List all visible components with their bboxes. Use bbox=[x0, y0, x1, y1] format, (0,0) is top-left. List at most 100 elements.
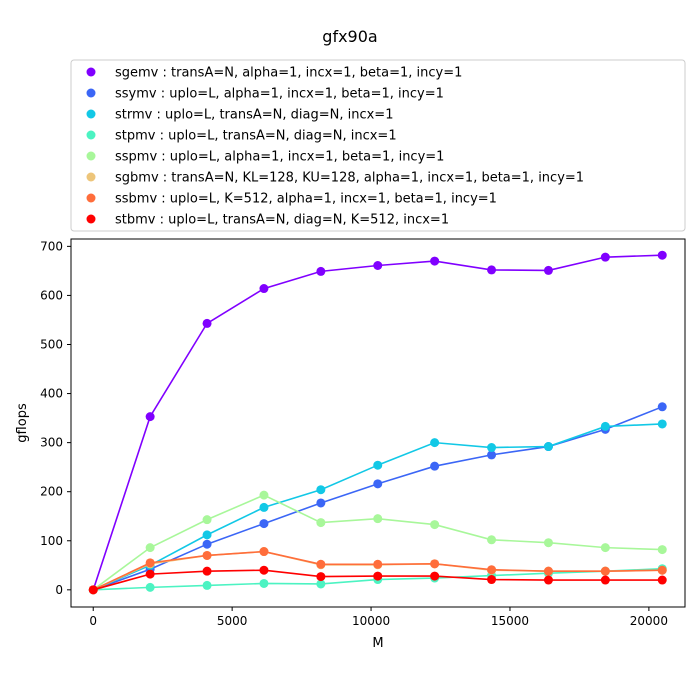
data-point bbox=[657, 575, 667, 585]
x-tick-label: 20000 bbox=[630, 614, 668, 628]
data-point bbox=[543, 538, 553, 548]
data-point bbox=[373, 460, 383, 470]
data-point bbox=[373, 571, 383, 581]
legend-item: stpmv : uplo=L, transA=N, diag=N, incx=1 bbox=[86, 129, 397, 144]
data-point bbox=[316, 266, 326, 276]
data-point bbox=[259, 490, 269, 500]
data-point bbox=[543, 575, 553, 585]
y-tick-label: 400 bbox=[40, 387, 63, 401]
data-point bbox=[657, 250, 667, 260]
x-tick-label: 5000 bbox=[217, 614, 248, 628]
y-tick-label: 100 bbox=[40, 534, 63, 548]
data-point bbox=[316, 498, 326, 508]
data-point bbox=[145, 558, 155, 568]
y-tick-label: 0 bbox=[55, 583, 63, 597]
legend-item: sgbmv : transA=N, KL=128, KU=128, alpha=… bbox=[86, 171, 584, 186]
legend-label: sgbmv : transA=N, KL=128, KU=128, alpha=… bbox=[115, 171, 584, 186]
legend-marker bbox=[86, 109, 96, 119]
legend-item: strmv : uplo=L, transA=N, diag=N, incx=1 bbox=[86, 108, 393, 123]
data-point bbox=[202, 550, 212, 560]
legend-label: stpmv : uplo=L, transA=N, diag=N, incx=1 bbox=[115, 129, 397, 144]
legend-label: strmv : uplo=L, transA=N, diag=N, incx=1 bbox=[115, 108, 393, 123]
series-2 bbox=[88, 419, 667, 595]
legend-marker bbox=[86, 130, 96, 140]
chart-title: gfx90a bbox=[322, 27, 377, 46]
data-point bbox=[316, 572, 326, 582]
data-point bbox=[430, 520, 440, 530]
plot-area: 0 5000 10000 15000 20000 0 100 200 300 400 500 600… bbox=[40, 238, 686, 628]
data-point bbox=[202, 566, 212, 576]
data-point bbox=[600, 566, 610, 576]
y-tick-label: 700 bbox=[40, 239, 63, 253]
data-point bbox=[600, 543, 610, 553]
legend-marker bbox=[86, 193, 96, 203]
data-point bbox=[657, 419, 667, 429]
y-tick-label: 200 bbox=[40, 485, 63, 499]
data-point bbox=[259, 519, 269, 529]
legend-frame bbox=[70, 59, 686, 232]
legend-label: ssymv : uplo=L, alpha=1, incx=1, beta=1,… bbox=[115, 87, 444, 102]
data-point bbox=[259, 502, 269, 512]
data-point bbox=[487, 450, 497, 460]
data-point bbox=[430, 438, 440, 448]
data-point bbox=[145, 412, 155, 422]
series-0 bbox=[88, 250, 667, 595]
series-layer bbox=[88, 250, 667, 595]
data-point bbox=[202, 318, 212, 328]
data-point bbox=[657, 565, 667, 575]
data-point bbox=[430, 461, 440, 471]
data-point bbox=[373, 479, 383, 489]
legend-label: sspmv : uplo=L, alpha=1, incx=1, beta=1,… bbox=[115, 150, 444, 165]
legend-marker bbox=[86, 67, 96, 77]
data-point bbox=[88, 585, 98, 595]
data-point bbox=[316, 485, 326, 495]
data-point bbox=[600, 575, 610, 585]
data-point bbox=[373, 559, 383, 569]
legend-item: ssymv : uplo=L, alpha=1, incx=1, beta=1,… bbox=[86, 87, 444, 102]
data-point bbox=[543, 265, 553, 275]
data-point bbox=[316, 579, 326, 589]
y-axis: 0 100 200 300 400 500 600 700 bbox=[40, 239, 71, 597]
legend-item: sspmv : uplo=L, alpha=1, incx=1, beta=1,… bbox=[86, 150, 444, 165]
x-axis: 0 5000 10000 15000 20000 bbox=[89, 607, 668, 628]
data-point bbox=[600, 252, 610, 262]
y-axis-label: gflops bbox=[15, 403, 30, 443]
series-7 bbox=[88, 565, 667, 595]
data-point bbox=[202, 530, 212, 540]
legend-item: sgemv : transA=N, alpha=1, incx=1, beta=… bbox=[86, 66, 462, 81]
data-point bbox=[145, 543, 155, 553]
legend-label: sgemv : transA=N, alpha=1, incx=1, beta=… bbox=[115, 66, 462, 81]
data-point bbox=[487, 535, 497, 545]
legend-marker bbox=[86, 151, 96, 161]
data-point bbox=[657, 545, 667, 555]
data-point bbox=[202, 515, 212, 525]
legend-label: stbmv : uplo=L, transA=N, diag=N, K=512,… bbox=[115, 213, 449, 228]
x-axis-label: M bbox=[372, 636, 383, 651]
data-point bbox=[259, 284, 269, 294]
legend-marker bbox=[86, 88, 96, 98]
data-point bbox=[543, 566, 553, 576]
data-point bbox=[145, 582, 155, 592]
data-point bbox=[430, 256, 440, 266]
legend-item: ssbmv : uplo=L, K=512, alpha=1, incx=1, … bbox=[86, 192, 497, 207]
x-tick-label: 15000 bbox=[491, 614, 529, 628]
data-point bbox=[259, 565, 269, 575]
data-point bbox=[487, 565, 497, 575]
legend: sgemv : transA=N, alpha=1, incx=1, beta=… bbox=[70, 59, 686, 232]
data-point bbox=[487, 575, 497, 585]
data-point bbox=[316, 559, 326, 569]
legend-item: stbmv : uplo=L, transA=N, diag=N, K=512,… bbox=[86, 213, 449, 228]
data-point bbox=[259, 547, 269, 557]
data-point bbox=[202, 539, 212, 549]
data-point bbox=[430, 559, 440, 569]
data-point bbox=[373, 514, 383, 524]
data-point bbox=[543, 442, 553, 452]
data-point bbox=[657, 402, 667, 412]
legend-marker bbox=[86, 214, 96, 224]
legend-label: ssbmv : uplo=L, K=512, alpha=1, incx=1, … bbox=[115, 192, 497, 207]
series-1 bbox=[88, 402, 667, 595]
data-point bbox=[259, 578, 269, 588]
data-point bbox=[373, 260, 383, 270]
y-tick-label: 600 bbox=[40, 288, 63, 302]
